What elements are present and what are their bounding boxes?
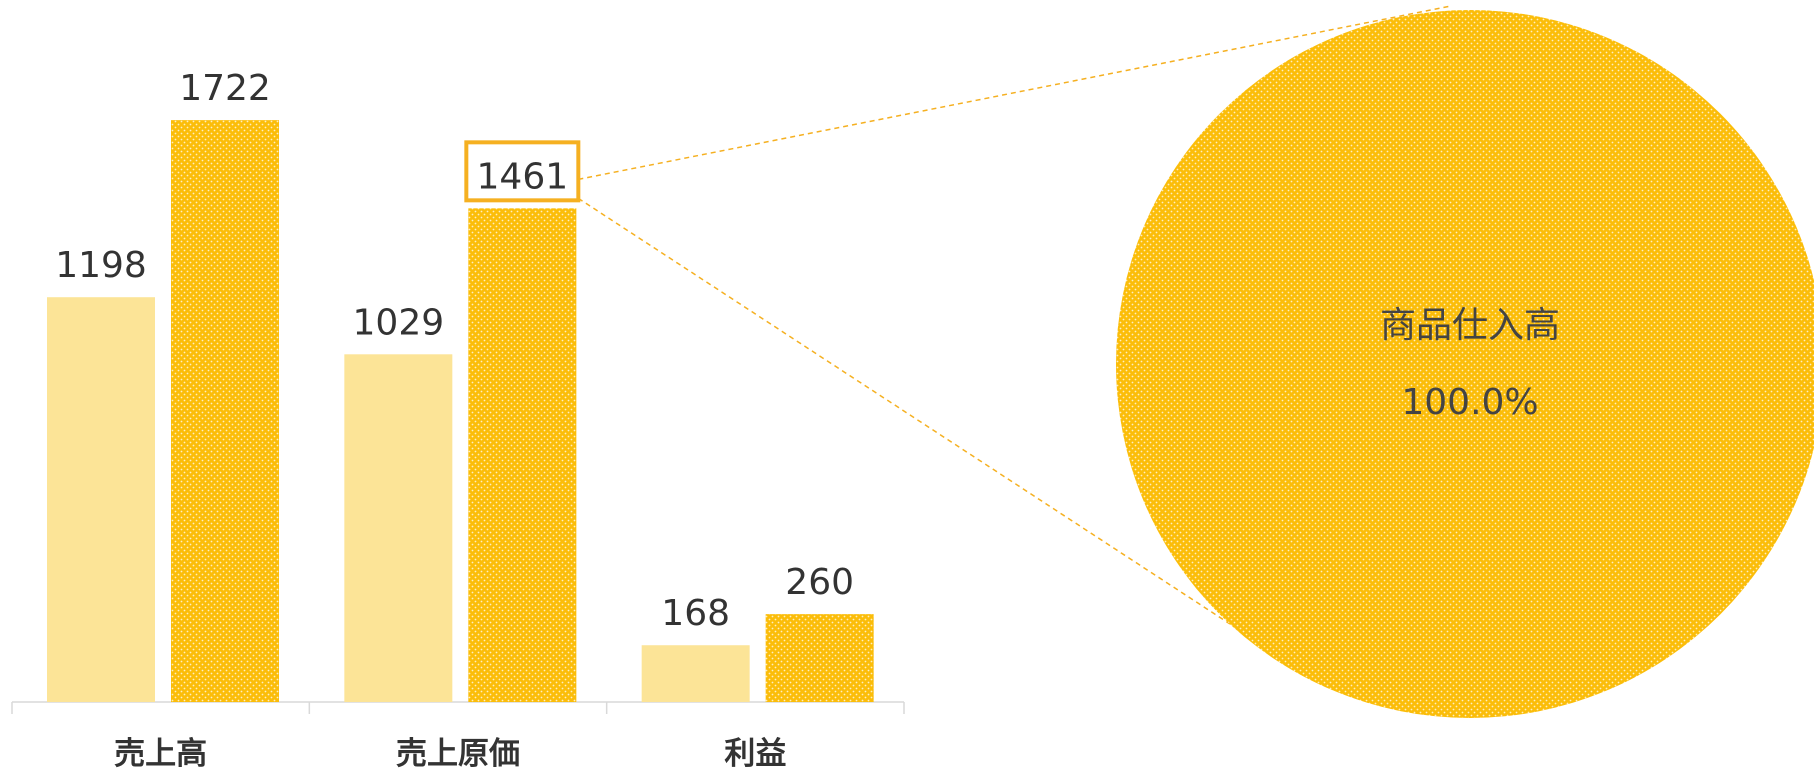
- connector-line-top: [578, 5, 1452, 181]
- category-label: 売上原価: [396, 736, 520, 772]
- data-label: 168: [661, 593, 730, 634]
- data-label: 1029: [353, 302, 445, 343]
- bar-chart: 1198 1722 売上高 1029 1461 売上原価 168 260 利益: [11, 68, 905, 772]
- data-label: 1461: [477, 156, 569, 197]
- pie-chart: 商品仕入高 100.0%: [1116, 10, 1814, 718]
- pie-slice-value: 100.0%: [1401, 382, 1538, 423]
- data-label: 1722: [179, 68, 271, 109]
- pie-slice-label: 商品仕入高: [1380, 305, 1560, 346]
- bar-series1: [641, 645, 750, 702]
- pie-slice: [1116, 10, 1814, 718]
- data-label: 260: [785, 562, 854, 603]
- bar-series1: [344, 354, 453, 702]
- breakout-connectors: [577, 5, 1452, 625]
- category-label: 売上高: [114, 736, 207, 772]
- data-label: 1198: [55, 245, 147, 286]
- bar-series2: [765, 614, 874, 702]
- bar-series1: [47, 297, 155, 702]
- category-label: 利益: [724, 736, 786, 772]
- highlight-box: [464, 140, 581, 203]
- bar-series2: [468, 208, 577, 702]
- connector-line-bottom: [577, 197, 1231, 625]
- bar-series2: [171, 120, 279, 702]
